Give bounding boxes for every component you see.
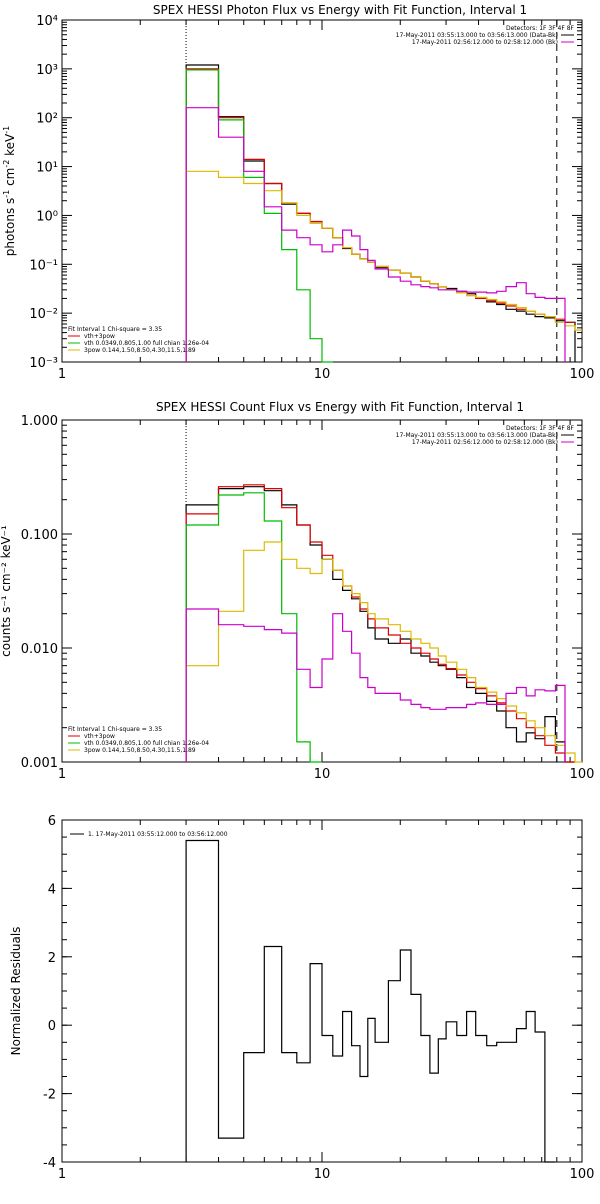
panel1-legend-3pow: 3pow 0.144,1.50,8.50,4.30,11.5,1.89 xyxy=(84,347,196,354)
x-tick-label: 10 xyxy=(314,367,331,382)
x-tick-label: 10 xyxy=(314,1167,331,1182)
panel1-fit-title: Fit Interval 1 Chi-square = 3.35 xyxy=(68,326,162,333)
panel1-legend-fit: vth+3pow xyxy=(84,333,115,340)
panel2-legend-fit: vth+3pow xyxy=(84,733,115,740)
panel1-title: SPEX HESSI Photon Flux vs Energy with Fi… xyxy=(153,3,527,17)
x-tick-label: 100 xyxy=(570,1167,595,1182)
y-tick-label: 0 xyxy=(48,1019,56,1034)
panel1-detectors: Detectors: 1F 3F 4F 8F xyxy=(506,25,575,32)
y-tick-label: 10⁰ xyxy=(36,209,58,224)
y-tick-label: 0.001 xyxy=(21,756,58,771)
panel2-title: SPEX HESSI Count Flux vs Energy with Fit… xyxy=(156,400,524,414)
series-3pow xyxy=(185,170,582,362)
panel-count-flux: SPEX HESSI Count Flux vs Energy with Fit… xyxy=(0,400,594,782)
y-tick-label: 10⁴ xyxy=(36,14,58,29)
y-tick-label: 4 xyxy=(48,882,56,897)
panel1-frame xyxy=(61,19,583,363)
panel2-detectors: Detectors: 1F 3F 4F 8F xyxy=(506,425,575,432)
y-tick-label: 10³ xyxy=(36,63,58,78)
series-1-17-may-2011-03-55-12-000-to-03-56-12-000 xyxy=(185,839,556,1163)
panel1-legend-vth: vth 0.0349,0.805,1.00 full chian 1.26e-0… xyxy=(84,340,209,347)
panel1-legend-bk: 17-May-2011 02:56:12.000 to 02:58:12.000… xyxy=(412,39,558,46)
x-tick-label: 1 xyxy=(58,1167,66,1182)
y-tick-label: 6 xyxy=(48,814,56,829)
panel1-series xyxy=(185,20,582,363)
x-tick-label: 10 xyxy=(314,767,331,782)
y-tick-label: 2 xyxy=(48,951,56,966)
panel3-y-axis-label: Normalized Residuals xyxy=(9,927,23,1056)
y-tick-label: 1.000 xyxy=(21,414,58,429)
y-tick-label: 10⁻² xyxy=(29,307,58,322)
x-tick-label: 1 xyxy=(58,367,66,382)
panel3-ticks: 1 10 100 -4 -2 0 2 4 6 xyxy=(43,814,594,1182)
series-vth xyxy=(185,492,322,763)
series-17-may-2011-02-56-12-000-to-02-58-12-000-bk xyxy=(185,107,566,362)
series-3pow xyxy=(185,541,582,763)
series-vth-3pow xyxy=(185,484,575,763)
series-vth-3pow xyxy=(185,68,575,362)
series-17-may-2011-03-55-13-000-to-03-56-13-000-data-bk xyxy=(185,486,575,763)
y-tick-label: 10² xyxy=(36,112,58,127)
panel2-ticks: 1 10 100 0.001 0.010 0.100 1.000 xyxy=(21,414,595,782)
y-tick-label: -4 xyxy=(43,1156,56,1171)
y-tick-label: 10¹ xyxy=(36,161,58,176)
panel2-fit-title: Fit Interval 1 Chi-square = 3.35 xyxy=(68,726,162,733)
panel1-ticks: 1 10 100 10⁻³ 10⁻² 10⁻¹ 10⁰ 10¹ 10² 10³ 10⁴ xyxy=(29,14,594,382)
panel2-legend-3pow: 3pow 0.144,1.50,8.50,4.30,11.5,1.89 xyxy=(84,747,196,754)
panel3-series xyxy=(185,839,556,1163)
panel-photon-flux: SPEX HESSI Photon Flux vs Energy with Fi… xyxy=(2,3,594,382)
panel2-legend-data: 17-May-2011 03:55:13.000 to 03:56:13.000… xyxy=(396,432,558,439)
x-tick-label: 100 xyxy=(570,767,595,782)
series-vth xyxy=(185,69,333,363)
panel2-legend-bk: 17-May-2011 02:56:12.000 to 02:58:12.000… xyxy=(412,439,558,446)
y-tick-label: 0.100 xyxy=(21,528,58,543)
panel1-legend-data: 17-May-2011 03:55:13.000 to 03:56:13.000… xyxy=(396,32,558,39)
x-tick-label: 100 xyxy=(570,367,595,382)
y-tick-label: 0.010 xyxy=(21,642,58,657)
x-tick-label: 1 xyxy=(58,767,66,782)
y-tick-label: -2 xyxy=(43,1088,56,1103)
panel3-legend: 1. 17-May-2011 03:55:12.000 to 03:56:12.… xyxy=(88,831,228,838)
panel2-series xyxy=(185,420,582,763)
series-17-may-2011-03-55-13-000-to-03-56-13-000-data-bk xyxy=(185,64,576,362)
series-17-may-2011-02-56-12-000-to-02-58-12-000-bk xyxy=(185,608,566,762)
panel2-y-axis-label: counts s⁻¹ cm⁻² keV⁻¹ xyxy=(0,525,13,657)
panel-residuals: 1 10 100 -4 -2 0 2 4 6 Normalized Residuals 1. 1… xyxy=(9,814,594,1182)
panel1-y-axis-label: photons s-1 cm-2 keV-1 xyxy=(2,126,17,257)
y-tick-label: 10⁻¹ xyxy=(29,258,58,273)
y-tick-label: 10⁻³ xyxy=(29,356,58,371)
panel2-legend-vth: vth 0.0349,0.805,1.00 full chian 1.26e-0… xyxy=(84,740,209,747)
